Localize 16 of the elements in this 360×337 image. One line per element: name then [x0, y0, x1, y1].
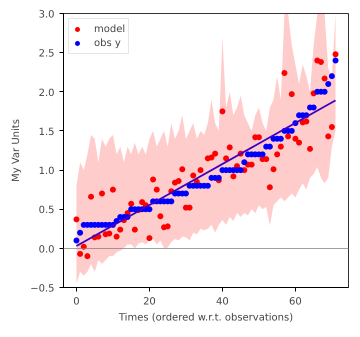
y-tick-label: 3.0 — [38, 10, 55, 20]
x-axis-title: Times (ordered w.r.t. observations) — [118, 312, 294, 324]
y-tick-label: 2.5 — [38, 48, 55, 60]
x-tick-label: 40 — [216, 296, 229, 308]
y-axis-title: My Var Units — [11, 119, 22, 182]
x-tick-label: 20 — [143, 296, 156, 308]
y-tick-label: 1.5 — [38, 126, 55, 138]
y-tick-label: −0.5 — [30, 284, 55, 294]
y-tick-label: 1.0 — [38, 166, 55, 178]
y-tick-label: 0.5 — [38, 205, 55, 216]
legend-label: model — [94, 22, 126, 36]
x-tick-label: 0 — [73, 296, 80, 308]
legend-label: obs y — [94, 36, 121, 50]
x-tick-label: 60 — [289, 296, 302, 308]
y-tick-label: 2.0 — [38, 88, 55, 99]
y-tick-label: 0.0 — [38, 244, 55, 256]
